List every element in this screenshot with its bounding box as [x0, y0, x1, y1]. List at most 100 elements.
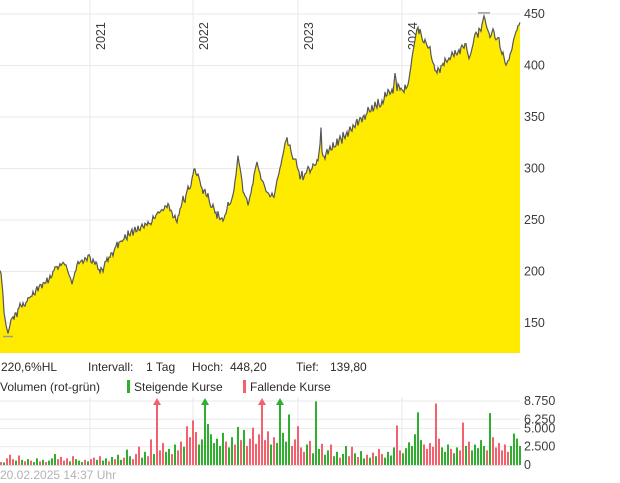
price-axis-label: 300 [524, 162, 545, 176]
volume-bar-down [189, 437, 191, 466]
volume-bar-down [84, 459, 86, 465]
volume-bar-down [93, 457, 95, 465]
volume-bar-up [354, 453, 356, 465]
volume-bar-down [297, 426, 299, 466]
volume-bar-down [357, 456, 359, 465]
volume-bar-down [225, 441, 227, 465]
volume-bar-up [477, 448, 479, 465]
volume-bar-down [264, 440, 266, 466]
volume-bar-down [426, 448, 428, 466]
volume-bar-down [192, 420, 194, 465]
volume-bar-up [222, 432, 224, 466]
volume-bar-up [276, 443, 278, 465]
volume-bar-up [375, 456, 377, 466]
volume-bar-up [174, 444, 176, 466]
volume-bar-down [147, 456, 149, 466]
volume-bar-down [246, 445, 248, 465]
volume-bar-up [183, 446, 185, 466]
volume-bar-up [288, 414, 290, 466]
signal-arrow-stem [261, 405, 263, 411]
volume-bar-down [240, 440, 242, 466]
volume-bar-up [51, 458, 53, 466]
volume-bar-up [306, 444, 308, 466]
volume-bar-down [378, 448, 380, 466]
volume-bar-down [171, 454, 173, 466]
volume-bar-up [369, 457, 371, 465]
volume-bar-down [90, 459, 92, 466]
volume-bar-up [315, 401, 317, 465]
volume-bar-down [273, 437, 275, 466]
volume-bar-up [129, 456, 131, 466]
volume-bar-up [21, 459, 23, 465]
volume-bar-up [33, 462, 35, 465]
volume-bar-down [423, 444, 425, 466]
volume-bar-down [24, 461, 26, 466]
signal-arrow-green-icon [276, 398, 284, 405]
volume-bar-up [111, 456, 113, 465]
volume-bar-up [15, 460, 17, 466]
info-bar: 220,6%HL Intervall: 1 Tag Hoch: 448,20 T… [0, 360, 620, 375]
volume-bar-up [405, 448, 407, 465]
volume-bar-down [66, 458, 68, 466]
volume-bar-up [324, 454, 326, 465]
volume-bar-down [57, 459, 59, 466]
volume-bar-up [42, 459, 44, 465]
volume-bar-down [462, 422, 464, 465]
price-axis-label: 350 [524, 110, 545, 124]
high-value: 448,20 [230, 360, 267, 374]
volume-bar-down [39, 461, 41, 466]
rising-volume-swatch-icon [127, 380, 130, 393]
volume-bar-down [366, 454, 368, 465]
price-axis-label: 150 [524, 316, 545, 330]
volume-bar-up [54, 454, 56, 466]
volume-bar-up [3, 462, 5, 466]
volume-bar-up [144, 451, 146, 466]
volume-bar-up [402, 453, 404, 465]
volume-bar-down [261, 407, 263, 466]
volume-bar-down [351, 446, 353, 466]
volume-bar-up [75, 459, 77, 466]
volume-bar-up [345, 445, 347, 465]
volume-bar-up [456, 447, 458, 466]
volume-bar-up [204, 410, 206, 465]
volume-bar-up [165, 451, 167, 466]
volume-bar-up [198, 444, 200, 466]
volume-bar-up [483, 445, 485, 465]
volume-bar-down [291, 445, 293, 465]
volume-bar-up [219, 445, 221, 465]
volume-bar-up [420, 440, 422, 466]
volume-bar-down [435, 403, 437, 465]
volume-bar-up [387, 451, 389, 466]
volume-bar-up [411, 445, 413, 465]
volume-bar-up [390, 455, 392, 465]
x-axis-year-label: 2021 [94, 22, 108, 50]
volume-bar-up [342, 454, 344, 466]
signal-arrow-red-icon [258, 398, 266, 405]
volume-bar-up [69, 461, 71, 466]
volume-bar-down [501, 450, 503, 465]
volume-bar-down [507, 451, 509, 466]
volume-bar-down [330, 444, 332, 466]
volume-bar-down [186, 426, 188, 466]
volume-bar-down [492, 437, 494, 466]
volume-bar-up [231, 437, 233, 466]
volume-bar-down [303, 451, 305, 466]
volume-bar-up [363, 458, 365, 466]
volume-bar-up [414, 434, 416, 465]
volume-axis-label: 2.500 [524, 440, 555, 454]
volume-bar-up [333, 456, 335, 466]
volume-bar-down [498, 443, 500, 465]
volume-bar-up [480, 440, 482, 466]
volume-bar-up [105, 458, 107, 466]
volume-bar-down [348, 456, 350, 466]
volume-bar-down [72, 456, 74, 466]
volume-bar-up [360, 451, 362, 466]
volume-bar-up [48, 460, 50, 466]
volume-bar-up [453, 453, 455, 465]
volume-bar-up [516, 438, 518, 465]
high-label: Hoch: [192, 360, 224, 374]
volume-bar-up [471, 450, 473, 465]
volume-bar-up [282, 432, 284, 466]
volume-bar-down [381, 454, 383, 466]
